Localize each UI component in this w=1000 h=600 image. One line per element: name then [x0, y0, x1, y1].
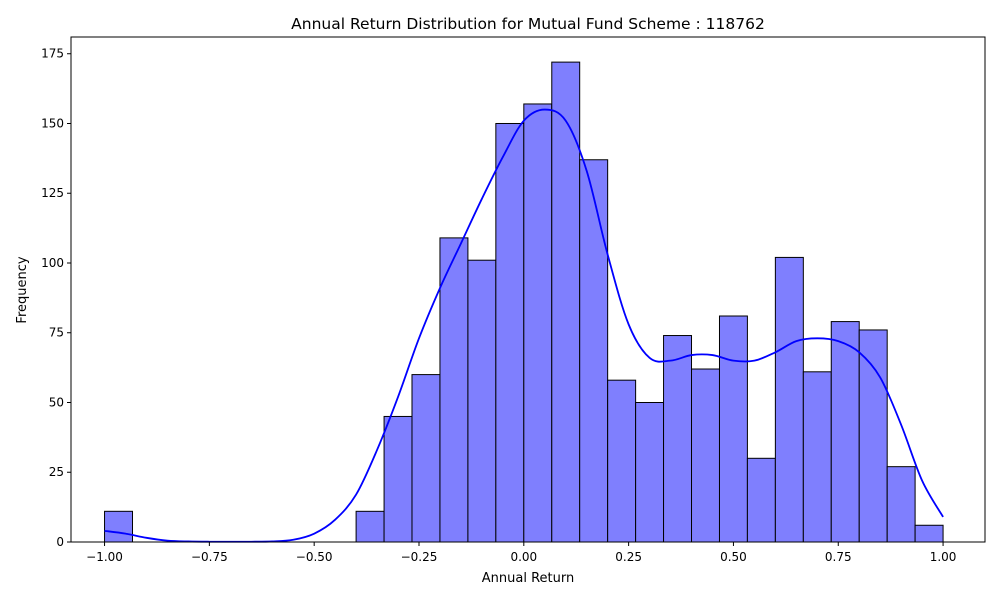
histogram-bar — [467, 259, 497, 543]
histogram-bar — [914, 524, 944, 543]
histogram-bar — [886, 466, 916, 543]
x-tick-label: 0.00 — [510, 550, 537, 564]
histogram-bar — [802, 371, 832, 543]
histogram-bar — [830, 321, 860, 543]
x-tick-label: −1.00 — [86, 550, 123, 564]
histogram-bar — [523, 103, 553, 543]
histogram-bar — [663, 335, 693, 543]
x-tick-label: −0.25 — [401, 550, 438, 564]
histogram-bar — [607, 379, 637, 543]
histogram-bar — [383, 415, 413, 543]
y-axis-label: Frequency — [15, 256, 30, 323]
x-tick-label: −0.75 — [191, 550, 228, 564]
x-tick-label: 1.00 — [930, 550, 957, 564]
histogram-bar — [691, 368, 720, 543]
histogram-bar — [104, 510, 134, 543]
x-axis-label: Annual Return — [482, 571, 574, 586]
y-tick-label: 150 — [41, 116, 64, 130]
y-tick-label: 25 — [49, 465, 64, 479]
y-tick-label: 75 — [49, 326, 64, 340]
y-tick-label: 0 — [56, 535, 64, 549]
histogram-bar — [579, 159, 609, 543]
x-tick-label: 0.25 — [615, 550, 642, 564]
histogram-bars — [104, 61, 944, 543]
x-axis-ticks: −1.00 −0.75 −0.50 −0.25 0.00 0.25 0.50 0.75 1.00 — [86, 542, 956, 564]
y-tick-label: 50 — [49, 395, 64, 409]
y-tick-label: 100 — [41, 256, 64, 270]
histogram-bar — [355, 510, 385, 543]
x-tick-label: 0.50 — [720, 550, 747, 564]
histogram-bar — [635, 401, 665, 543]
histogram-bar — [746, 457, 776, 543]
histogram-bar — [774, 256, 804, 543]
chart-title: Annual Return Distribution for Mutual Fu… — [291, 15, 765, 33]
histogram-bar — [551, 61, 581, 543]
y-tick-label: 125 — [41, 186, 64, 200]
x-tick-label: 0.75 — [825, 550, 852, 564]
histogram-bar — [858, 329, 888, 543]
plot-frame — [70, 36, 986, 543]
y-axis-ticks: 0 25 50 75 100 125 150 175 — [41, 47, 71, 549]
histogram-bar — [718, 315, 748, 543]
histogram-bar — [411, 374, 441, 543]
histogram-bar — [495, 122, 525, 543]
y-tick-label: 175 — [41, 47, 64, 61]
x-tick-label: −0.50 — [296, 550, 333, 564]
histogram-bar — [439, 237, 469, 543]
